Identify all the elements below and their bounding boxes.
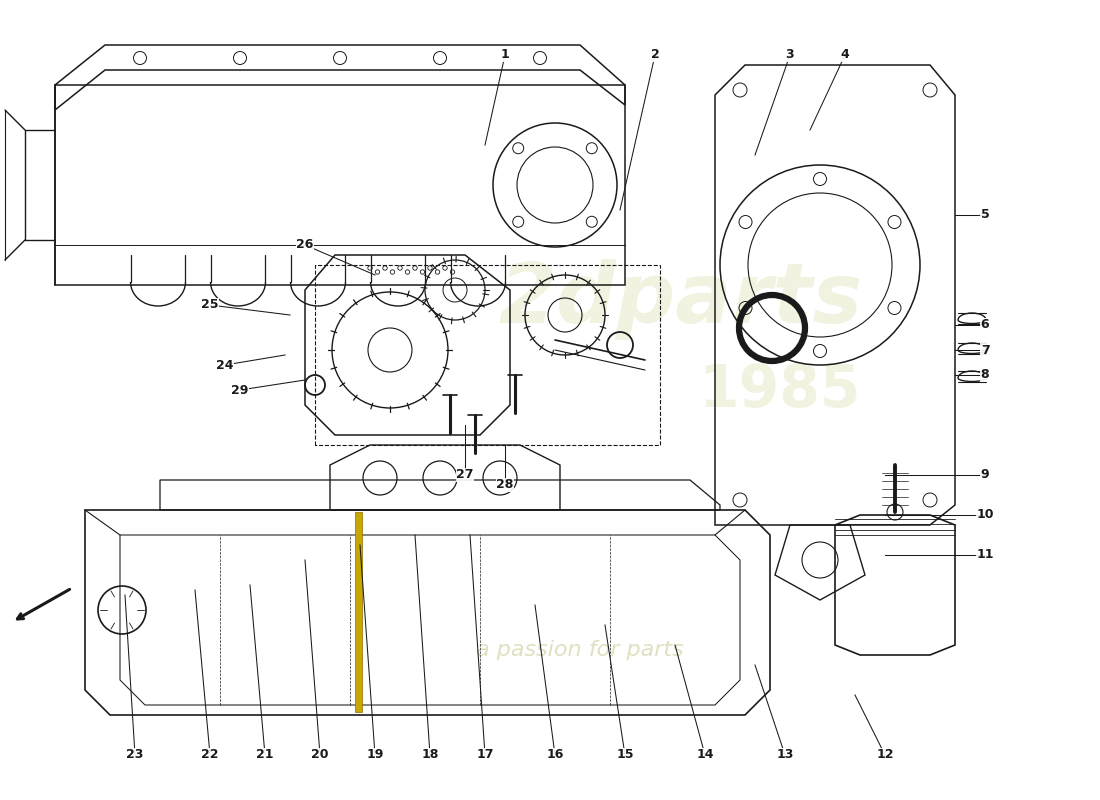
Text: 20: 20 bbox=[311, 749, 329, 762]
Text: 13: 13 bbox=[777, 749, 794, 762]
Text: 3: 3 bbox=[785, 49, 794, 62]
Text: 1985: 1985 bbox=[698, 362, 861, 418]
Text: 28: 28 bbox=[496, 478, 514, 491]
Text: 17: 17 bbox=[476, 749, 494, 762]
Text: 18: 18 bbox=[421, 749, 439, 762]
Text: 27: 27 bbox=[456, 469, 474, 482]
Text: 25: 25 bbox=[201, 298, 219, 311]
Text: 5: 5 bbox=[980, 209, 989, 222]
Text: 4: 4 bbox=[840, 49, 849, 62]
Text: 10: 10 bbox=[977, 509, 993, 522]
Text: 19: 19 bbox=[366, 749, 384, 762]
Text: 24: 24 bbox=[217, 358, 233, 371]
Text: 21: 21 bbox=[256, 749, 274, 762]
Text: 2dparts: 2dparts bbox=[498, 259, 862, 341]
Text: 23: 23 bbox=[126, 749, 144, 762]
Text: 14: 14 bbox=[696, 749, 714, 762]
Text: 11: 11 bbox=[977, 549, 993, 562]
Text: 6: 6 bbox=[981, 318, 989, 331]
Text: 15: 15 bbox=[616, 749, 634, 762]
Text: a passion for parts: a passion for parts bbox=[476, 640, 684, 660]
Text: 1: 1 bbox=[500, 49, 509, 62]
Text: 7: 7 bbox=[980, 343, 989, 357]
Bar bbox=[355, 512, 362, 712]
Text: 29: 29 bbox=[231, 383, 249, 397]
Text: 12: 12 bbox=[877, 749, 893, 762]
Text: 9: 9 bbox=[981, 469, 989, 482]
Text: 26: 26 bbox=[296, 238, 314, 251]
Text: 8: 8 bbox=[981, 369, 989, 382]
Text: 16: 16 bbox=[547, 749, 563, 762]
Text: 22: 22 bbox=[201, 749, 219, 762]
Text: 2: 2 bbox=[650, 49, 659, 62]
